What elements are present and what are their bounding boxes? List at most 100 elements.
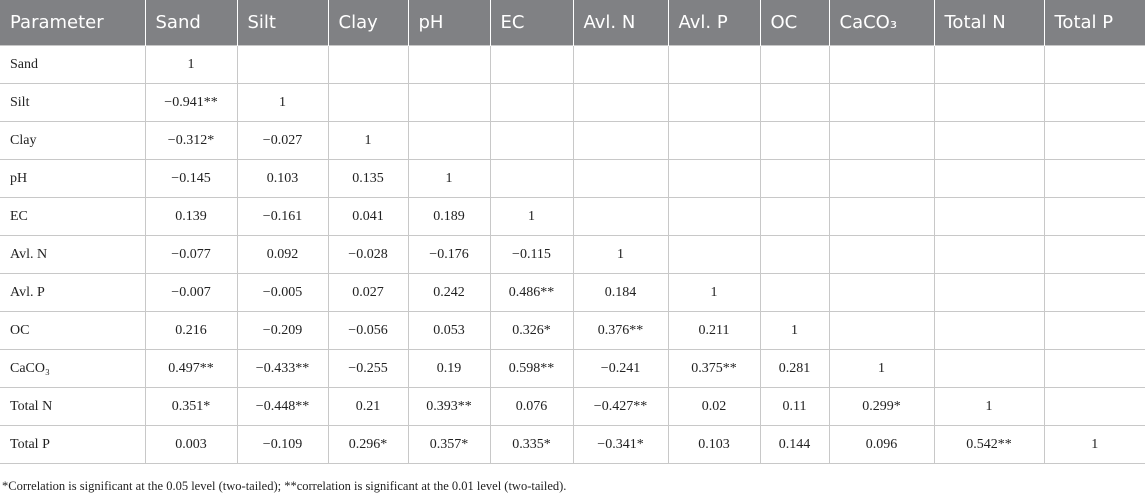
row-label: Clay (0, 121, 146, 160)
table-cell: 0.02 (667, 387, 761, 426)
table-row: Sand 1 (0, 45, 1145, 84)
empty-cell (327, 45, 409, 84)
table-cell: −0.176 (407, 235, 491, 274)
table-cell: 0.103 (236, 159, 329, 198)
footnote: *Correlation is significant at the 0.05 … (2, 479, 567, 493)
table-row: Total N 0.351* −0.448** 0.21 0.393** 0.076 −0.… (0, 387, 1145, 426)
empty-cell (933, 83, 1045, 122)
empty-cell (407, 121, 491, 160)
empty-cell (828, 159, 935, 198)
empty-cell (407, 45, 491, 84)
table-cell: 0.299* (828, 387, 935, 426)
header-cell: Total N (933, 0, 1044, 46)
header-cell: CaCO₃ (828, 0, 934, 46)
empty-cell (1043, 45, 1145, 84)
table-cell: −0.209 (236, 311, 329, 350)
empty-cell (236, 45, 329, 84)
table-cell: 1 (1043, 425, 1145, 464)
empty-cell (828, 83, 935, 122)
table-cell: −0.027 (236, 121, 329, 160)
table-cell: 0.598** (489, 349, 574, 388)
empty-cell (489, 121, 574, 160)
table-cell: 0.375** (667, 349, 761, 388)
empty-cell (667, 45, 761, 84)
table-cell: 1 (144, 45, 238, 84)
header-cell: Avl. P (667, 0, 760, 46)
row-label: Avl. N (0, 235, 146, 274)
table-cell: 0.335* (489, 425, 574, 464)
empty-cell (759, 83, 830, 122)
row-label: pH (0, 159, 146, 198)
table-cell: 0.11 (759, 387, 830, 426)
row-label: CaCO₃ (0, 349, 146, 388)
table-row: OC 0.216 −0.209 −0.056 0.053 0.326* 0.376** 0.2… (0, 311, 1145, 350)
table-cell: 0.21 (327, 387, 409, 426)
empty-cell (489, 83, 574, 122)
table-cell: −0.941** (144, 83, 238, 122)
empty-cell (1043, 121, 1145, 160)
table-cell: −0.433** (236, 349, 329, 388)
empty-cell (933, 197, 1045, 236)
table-cell: 1 (572, 235, 669, 274)
empty-cell (828, 121, 935, 160)
empty-cell (572, 197, 669, 236)
table-cell: −0.109 (236, 425, 329, 464)
empty-cell (933, 45, 1045, 84)
empty-cell (489, 45, 574, 84)
empty-cell (933, 159, 1045, 198)
table-row: Total P 0.003 −0.109 0.296* 0.357* 0.335* −0.3… (0, 425, 1145, 464)
empty-cell (933, 311, 1045, 350)
table-cell: 0.189 (407, 197, 491, 236)
empty-cell (933, 273, 1045, 312)
table-cell: −0.161 (236, 197, 329, 236)
empty-cell (572, 45, 669, 84)
table-cell: 1 (407, 159, 491, 198)
row-label: Avl. P (0, 273, 146, 312)
table-cell: 0.211 (667, 311, 761, 350)
table-cell: 0.19 (407, 349, 491, 388)
empty-cell (572, 159, 669, 198)
table-cell: −0.145 (144, 159, 238, 198)
correlation-table: Parameter Sand Silt Clay pH EC Avl. N Avl. P OC C… (0, 0, 1145, 464)
row-label: OC (0, 311, 146, 350)
table-cell: 0.326* (489, 311, 574, 350)
table-cell: 0.486** (489, 273, 574, 312)
header-cell: OC (759, 0, 829, 46)
header-cell: Clay (327, 0, 408, 46)
table-cell: −0.028 (327, 235, 409, 274)
table-cell: 1 (667, 273, 761, 312)
table-cell: 0.184 (572, 273, 669, 312)
empty-cell (667, 159, 761, 198)
table-row: Silt −0.941** 1 (0, 83, 1145, 122)
empty-cell (1043, 273, 1145, 312)
table-cell: 0.357* (407, 425, 491, 464)
header-row: Parameter Sand Silt Clay pH EC Avl. N Avl. P OC C… (0, 0, 1145, 46)
header-cell: Avl. N (572, 0, 668, 46)
header-cell: Sand (144, 0, 237, 46)
empty-cell (759, 197, 830, 236)
empty-cell (667, 235, 761, 274)
empty-cell (407, 83, 491, 122)
empty-cell (933, 349, 1045, 388)
empty-cell (1043, 159, 1145, 198)
empty-cell (667, 83, 761, 122)
table-row: pH −0.145 0.103 0.135 1 (0, 159, 1145, 198)
table-cell: −0.241 (572, 349, 669, 388)
table-cell: 0.216 (144, 311, 238, 350)
header-cell: Parameter (0, 0, 145, 46)
header-cell: Total P (1043, 0, 1145, 46)
table-cell: 0.376** (572, 311, 669, 350)
empty-cell (1043, 235, 1145, 274)
table-cell: 1 (759, 311, 830, 350)
table-body: Sand 1 Silt −0.941** 1 Clay −0.312* −0.027 1 pH −0… (0, 45, 1145, 464)
table-cell: 0.027 (327, 273, 409, 312)
table-cell: −0.115 (489, 235, 574, 274)
empty-cell (1043, 349, 1145, 388)
empty-cell (759, 273, 830, 312)
empty-cell (828, 45, 935, 84)
table-cell: −0.056 (327, 311, 409, 350)
empty-cell (933, 235, 1045, 274)
empty-cell (667, 197, 761, 236)
row-label: EC (0, 197, 146, 236)
